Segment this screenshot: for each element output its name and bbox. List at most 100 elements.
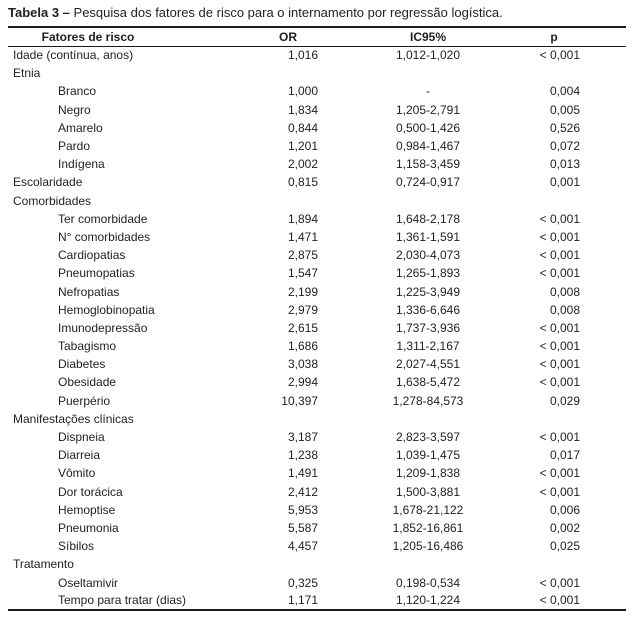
risk-factor-cell: Pardo bbox=[58, 139, 91, 154]
table-row: Dispneia 3,187 2,823-3,597 < 0,001 bbox=[8, 428, 626, 446]
table-row: Diabetes 3,038 2,027-4,551 < 0,001 bbox=[8, 355, 626, 373]
table-row: Obesidade 2,994 1,638-5,472 < 0,001 bbox=[8, 373, 626, 391]
p-cell: < 0,001 bbox=[539, 484, 580, 499]
ic95-cell: 1,278-84,573 bbox=[392, 393, 464, 408]
section-row: Manifestações clínicas bbox=[8, 410, 626, 428]
risk-factor-cell: Hemoglobinopatia bbox=[58, 302, 155, 317]
risk-factor-cell: N° comorbidades bbox=[58, 229, 151, 244]
p-cell: < 0,001 bbox=[539, 339, 580, 354]
table-row: Indígena 2,002 1,158-3,459 0,013 bbox=[8, 155, 626, 173]
ic95-cell: 0,500-1,426 bbox=[395, 120, 461, 135]
ic95-cell: 2,027-4,551 bbox=[395, 357, 461, 372]
ic95-cell: 1,039-1,475 bbox=[395, 448, 461, 463]
risk-factor-cell: Pneumopatias bbox=[58, 266, 135, 281]
table-row: Síbilos 4,457 1,205-16,486 0,025 bbox=[8, 537, 626, 555]
table-row: Escolaridade 0,815 0,724-0,917 0,001 bbox=[8, 173, 626, 191]
or-cell: 2,979 bbox=[287, 302, 318, 317]
p-cell: 0,017 bbox=[549, 448, 580, 463]
risk-factor-cell: Amarelo bbox=[58, 120, 103, 135]
p-cell bbox=[528, 555, 626, 573]
table-row: Hemoptise 5,953 1,678-21,122 0,006 bbox=[8, 501, 626, 519]
ic95-cell: 2,823-3,597 bbox=[395, 430, 461, 445]
or-cell: 1,471 bbox=[287, 229, 318, 244]
or-cell: 1,000 bbox=[287, 84, 318, 99]
or-cell: 2,994 bbox=[287, 375, 318, 390]
or-cell: 2,412 bbox=[287, 484, 318, 499]
table-row: Negro 1,834 1,205-2,791 0,005 bbox=[8, 101, 626, 119]
p-cell: 0,004 bbox=[549, 84, 580, 99]
p-cell bbox=[528, 410, 626, 428]
ic95-cell: 1,012-1,020 bbox=[395, 48, 461, 63]
risk-factor-cell: Obesidade bbox=[58, 375, 117, 390]
column-header-or: OR bbox=[248, 26, 328, 47]
ic95-cell: 1,638-5,472 bbox=[395, 375, 461, 390]
table-row: Vômito 1,491 1,209-1,838 < 0,001 bbox=[8, 464, 626, 482]
or-cell: 1,201 bbox=[287, 139, 318, 154]
ic95-cell: 1,205-16,486 bbox=[392, 539, 464, 554]
or-cell: 2,615 bbox=[287, 320, 318, 335]
risk-factor-cell: Branco bbox=[58, 84, 97, 99]
or-cell: 1,547 bbox=[287, 266, 318, 281]
p-cell: 0,008 bbox=[549, 284, 580, 299]
table-row: Tabagismo 1,686 1,311-2,167 < 0,001 bbox=[8, 337, 626, 355]
table-row: Branco 1,000 - 0,004 bbox=[8, 82, 626, 100]
risk-factors-table: Fatores de risco OR IC95% p Idade (contí… bbox=[8, 26, 626, 611]
or-cell: 10,397 bbox=[281, 393, 318, 408]
risk-factor-cell: Pneumonia bbox=[58, 520, 119, 535]
ic95-cell bbox=[328, 410, 528, 428]
column-header-ic95: IC95% bbox=[328, 26, 528, 47]
ic95-cell bbox=[328, 192, 528, 210]
or-cell: 3,038 bbox=[287, 357, 318, 372]
p-cell: < 0,001 bbox=[539, 248, 580, 263]
or-cell: 3,187 bbox=[287, 430, 318, 445]
ic95-cell bbox=[328, 64, 528, 82]
p-cell: < 0,001 bbox=[528, 591, 626, 611]
table-row: Pneumonia 5,587 1,852-16,861 0,002 bbox=[8, 519, 626, 537]
p-cell: < 0,001 bbox=[539, 266, 580, 281]
p-cell: 0,013 bbox=[549, 157, 580, 172]
table-caption-text: Pesquisa dos fatores de risco para o int… bbox=[73, 5, 503, 20]
ic95-cell: 1,120-1,224 bbox=[328, 591, 528, 611]
risk-factor-cell: Síbilos bbox=[58, 539, 95, 554]
risk-factor-cell: Comorbidades bbox=[13, 193, 92, 208]
or-cell: 2,002 bbox=[287, 157, 318, 172]
section-row: Comorbidades bbox=[8, 192, 626, 210]
ic95-cell: 1,361-1,591 bbox=[395, 229, 461, 244]
risk-factor-cell: Tratamento bbox=[13, 557, 74, 572]
ic95-cell: 2,030-4,073 bbox=[395, 248, 461, 263]
or-cell: 2,875 bbox=[287, 248, 318, 263]
table-row: Imunodepressão 2,615 1,737-3,936 < 0,001 bbox=[8, 319, 626, 337]
or-cell: 1,171 bbox=[248, 591, 328, 611]
p-cell: 0,025 bbox=[549, 539, 580, 554]
table-row: Amarelo 0,844 0,500-1,426 0,526 bbox=[8, 119, 626, 137]
ic95-cell: - bbox=[426, 84, 430, 99]
ic95-cell: 1,737-3,936 bbox=[395, 320, 461, 335]
risk-factor-cell: Diarreia bbox=[58, 448, 101, 463]
table-row: Pneumopatias 1,547 1,265-1,893 < 0,001 bbox=[8, 264, 626, 282]
or-cell: 1,686 bbox=[287, 339, 318, 354]
table-row: Cardiopatias 2,875 2,030-4,073 < 0,001 bbox=[8, 246, 626, 264]
or-cell: 1,016 bbox=[287, 48, 318, 63]
or-cell: 0,844 bbox=[287, 120, 318, 135]
ic95-cell: 1,648-2,178 bbox=[395, 211, 461, 226]
risk-factor-cell: Etnia bbox=[13, 66, 41, 81]
table-caption-label: Tabela 3 – bbox=[8, 5, 70, 20]
or-cell: 1,491 bbox=[287, 466, 318, 481]
table-row: Oseltamivir 0,325 0,198-0,534 < 0,001 bbox=[8, 573, 626, 591]
ic95-cell: 1,205-2,791 bbox=[395, 102, 461, 117]
risk-factor-cell: Nefropatias bbox=[58, 284, 120, 299]
risk-factor-cell: Idade (contínua, anos) bbox=[13, 48, 134, 63]
or-cell: 1,834 bbox=[287, 102, 318, 117]
header-row: Fatores de risco OR IC95% p bbox=[8, 26, 626, 47]
risk-factor-cell: Diabetes bbox=[58, 357, 106, 372]
ic95-cell bbox=[328, 555, 528, 573]
or-cell: 0,815 bbox=[287, 175, 318, 190]
risk-factor-cell: Puerpério bbox=[58, 393, 111, 408]
p-cell: < 0,001 bbox=[539, 357, 580, 372]
p-cell: 0,029 bbox=[549, 393, 580, 408]
ic95-cell: 1,311-2,167 bbox=[396, 339, 460, 354]
table-caption: Tabela 3 – Pesquisa dos fatores de risco… bbox=[0, 5, 634, 26]
section-row: Etnia bbox=[8, 64, 626, 82]
p-cell bbox=[528, 192, 626, 210]
